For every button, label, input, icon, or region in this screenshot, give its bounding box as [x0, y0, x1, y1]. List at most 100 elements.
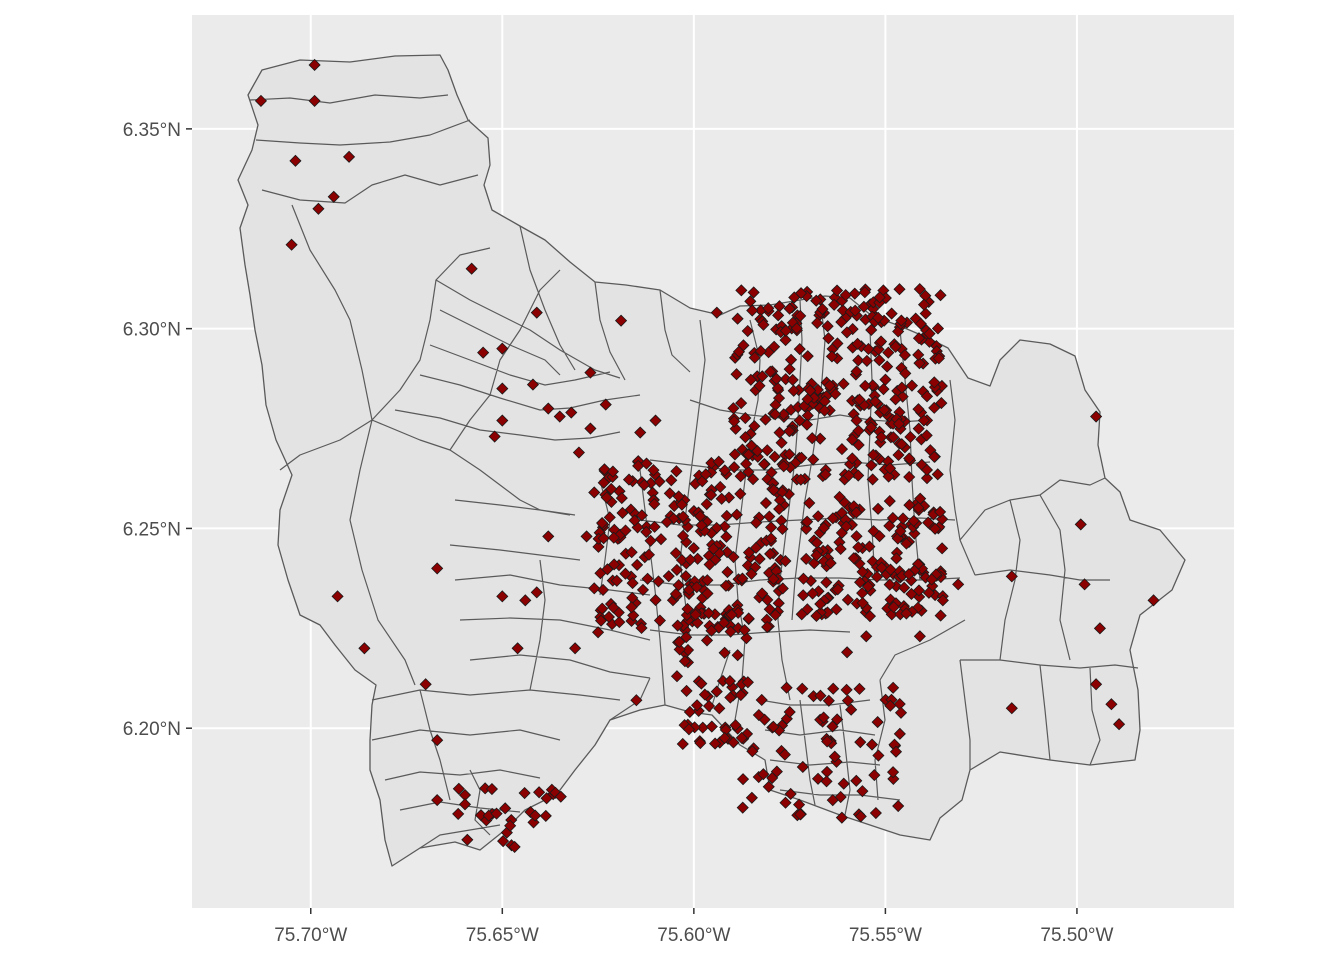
location-point [783, 302, 796, 315]
location-point [748, 420, 761, 433]
location-point [705, 488, 718, 502]
location-point [702, 699, 716, 713]
location-point [895, 438, 908, 451]
location-point [794, 473, 807, 486]
location-point [1093, 622, 1106, 635]
location-point [695, 519, 708, 532]
location-point [867, 448, 880, 461]
location-point [670, 465, 683, 478]
location-point [912, 422, 925, 435]
location-point [886, 511, 899, 525]
location-point [952, 578, 965, 591]
location-point [728, 461, 741, 474]
location-point [588, 582, 601, 595]
location-point [735, 397, 748, 410]
location-point [762, 780, 775, 793]
location-point [762, 302, 775, 315]
location-point [831, 583, 844, 596]
location-point [619, 567, 632, 580]
location-point [616, 506, 629, 520]
location-point [327, 190, 340, 203]
location-point [627, 609, 640, 622]
location-point [419, 678, 432, 691]
location-point [709, 737, 722, 750]
location-point [738, 624, 751, 637]
location-point [806, 432, 819, 445]
location-point [898, 581, 911, 594]
location-point [461, 833, 474, 846]
location-point [870, 570, 884, 583]
location-point [640, 525, 653, 538]
location-point [607, 531, 620, 544]
location-point [741, 324, 754, 338]
location-point [913, 283, 926, 296]
location-point [875, 561, 888, 574]
location-point [496, 382, 509, 395]
location-point [554, 790, 567, 803]
location-point [728, 415, 741, 428]
location-point [889, 340, 902, 353]
location-point [687, 542, 700, 555]
location-point [358, 642, 371, 655]
location-point [308, 94, 321, 107]
location-point [887, 772, 900, 785]
location-point [730, 508, 743, 521]
location-point [308, 58, 321, 72]
location-point [886, 766, 900, 779]
location-point [1078, 578, 1091, 591]
location-point [736, 801, 749, 814]
location-point [796, 682, 809, 695]
location-point [783, 705, 796, 719]
location-point [845, 703, 858, 716]
location-point [818, 404, 831, 417]
location-point [852, 541, 865, 554]
location-point [811, 316, 824, 330]
location-point [458, 798, 472, 811]
location-point [922, 586, 935, 599]
location-point [817, 711, 830, 724]
location-point [634, 426, 647, 439]
location-point [580, 530, 593, 543]
location-point [728, 448, 741, 461]
location-point [730, 368, 743, 381]
location-point [499, 802, 512, 815]
location-point [931, 468, 944, 481]
location-point [902, 568, 916, 581]
location-point [1105, 698, 1118, 711]
location-point [846, 452, 859, 465]
location-point [675, 553, 688, 567]
location-point [856, 785, 869, 798]
location-point [932, 352, 945, 365]
location-point [776, 522, 789, 536]
location-point [841, 694, 854, 707]
location-point [783, 363, 796, 376]
location-point [892, 448, 905, 462]
location-point [599, 398, 612, 411]
location-point [884, 563, 897, 576]
location-point [887, 431, 900, 444]
location-point [1005, 702, 1018, 715]
location-point [757, 318, 770, 331]
location-point [553, 410, 566, 423]
location-point [854, 810, 867, 823]
location-point [800, 552, 813, 565]
location-point [904, 430, 917, 444]
location-point [793, 343, 806, 356]
location-point [511, 642, 524, 655]
location-point [518, 786, 531, 800]
axes: 75.70°W 75.65°W 75.60°W 75.55°W 75.50°W 6.20°… [123, 120, 1114, 946]
location-point [923, 327, 936, 340]
location-point [821, 735, 834, 748]
location-point [900, 537, 913, 550]
location-point [724, 625, 737, 638]
location-point [540, 792, 553, 805]
location-point [477, 346, 490, 359]
location-point [701, 574, 714, 587]
location-point [755, 693, 768, 707]
location-point [718, 646, 731, 659]
location-point [713, 702, 726, 715]
location-point [883, 578, 896, 591]
location-point [905, 379, 919, 392]
location-point [735, 731, 748, 744]
location-point [835, 443, 849, 456]
